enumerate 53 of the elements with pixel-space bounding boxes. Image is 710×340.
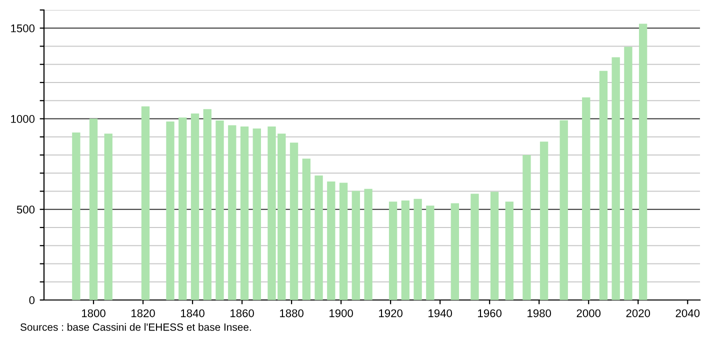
y-tick-label: 0 bbox=[29, 296, 35, 304]
x-tick-label: 1960 bbox=[478, 309, 502, 318]
bar bbox=[490, 192, 499, 300]
bar bbox=[582, 97, 590, 300]
bar bbox=[624, 46, 632, 300]
bar bbox=[450, 203, 460, 300]
y-tick-label: 1500 bbox=[11, 24, 35, 32]
x-tick-label: 1920 bbox=[379, 309, 402, 318]
x-tick-label: 1840 bbox=[181, 309, 204, 318]
bar bbox=[470, 194, 479, 300]
bar bbox=[72, 132, 80, 300]
bar bbox=[352, 190, 360, 300]
bar bbox=[522, 155, 531, 300]
bar bbox=[104, 134, 112, 300]
bar bbox=[414, 198, 422, 300]
x-tick-label: 2040 bbox=[676, 309, 700, 318]
bar bbox=[178, 117, 187, 300]
bar bbox=[228, 125, 236, 300]
bar bbox=[327, 181, 336, 300]
x-tick-label: 1880 bbox=[280, 309, 304, 318]
bar bbox=[203, 109, 212, 300]
bar bbox=[426, 206, 434, 300]
bar bbox=[560, 120, 568, 300]
bar bbox=[290, 142, 298, 300]
x-tick-label: 2020 bbox=[626, 309, 650, 318]
bar bbox=[339, 182, 348, 300]
bar bbox=[364, 188, 372, 300]
bar bbox=[388, 202, 398, 300]
bar bbox=[314, 175, 323, 300]
x-tick-label: 1940 bbox=[428, 309, 452, 318]
bar bbox=[89, 118, 98, 300]
y-tick-label: 1000 bbox=[11, 115, 35, 123]
bar bbox=[190, 113, 200, 300]
bar bbox=[252, 128, 261, 300]
bar bbox=[505, 202, 514, 300]
x-tick-label: 1820 bbox=[132, 309, 155, 318]
y-tick-label: 500 bbox=[16, 206, 35, 214]
bar bbox=[401, 200, 410, 300]
x-tick-label: 2000 bbox=[576, 309, 601, 318]
x-tick-label: 1980 bbox=[528, 309, 552, 318]
x-tick-label: 1860 bbox=[230, 309, 254, 318]
bar bbox=[612, 57, 620, 300]
bar bbox=[216, 120, 224, 300]
source-note: Sources : base Cassini de l'EHESS et base Insee. bbox=[20, 323, 251, 331]
bar bbox=[599, 70, 608, 300]
x-tick-label: 1900 bbox=[330, 309, 353, 318]
bar bbox=[302, 158, 310, 300]
bar bbox=[166, 121, 174, 300]
bar bbox=[141, 106, 150, 300]
x-tick-label: 1800 bbox=[82, 309, 106, 318]
bar bbox=[540, 142, 548, 300]
bar bbox=[638, 24, 648, 300]
bar bbox=[240, 126, 249, 300]
